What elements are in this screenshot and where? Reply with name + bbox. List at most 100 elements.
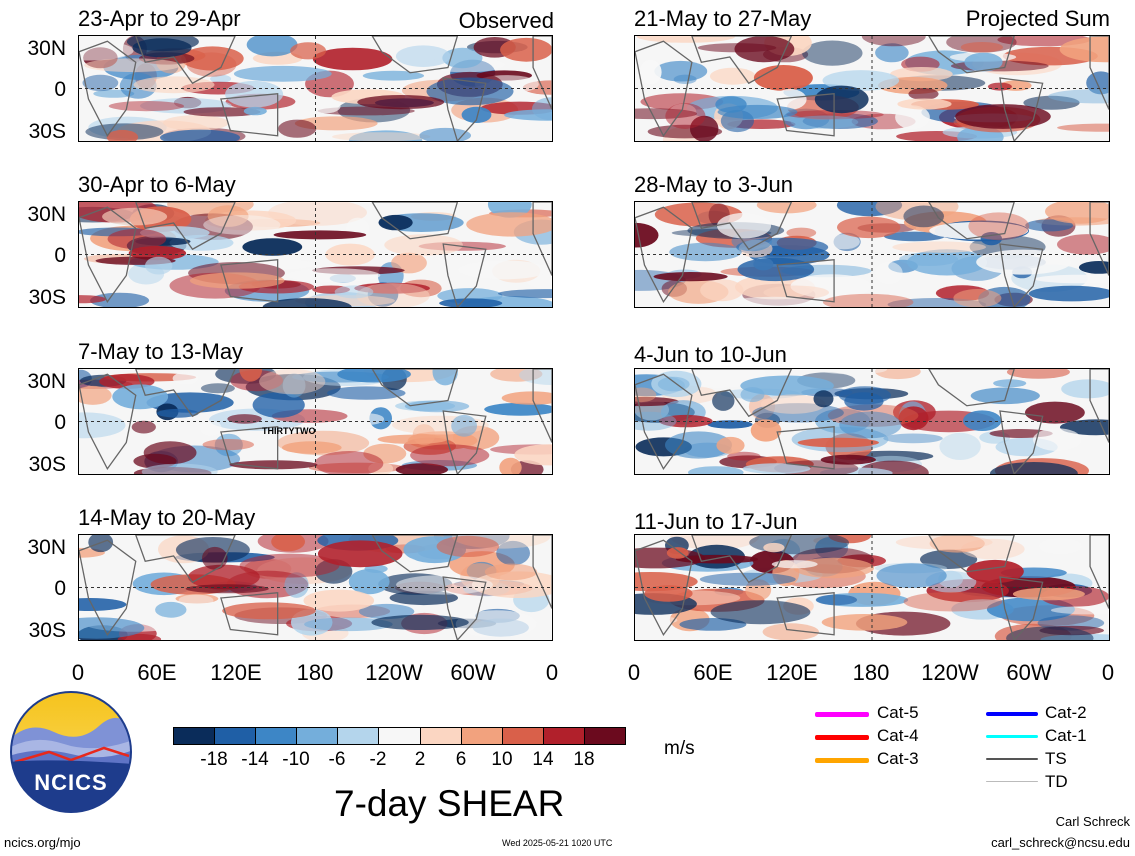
shear-blob (271, 535, 305, 552)
shear-blob (466, 212, 552, 237)
shear-blob (188, 564, 260, 590)
coastline (220, 592, 279, 636)
shear-blob (1038, 537, 1082, 555)
coastline (691, 36, 793, 85)
shear-blob (895, 105, 930, 130)
shear-blob (484, 563, 538, 581)
colorbar-swatch (256, 728, 298, 744)
shear-blob (636, 36, 736, 43)
shear-blob (929, 221, 1029, 240)
ncics-logo: NCICS (9, 690, 133, 814)
shear-blob (504, 109, 552, 121)
lat-label: 30N (27, 203, 66, 226)
legend-swatch-cat2 (986, 712, 1038, 716)
shear-blob (419, 127, 471, 141)
coastline (1089, 369, 1109, 443)
shear-blob (273, 230, 367, 240)
coastline (1089, 202, 1109, 276)
footer-timestamp: Wed 2025-05-21 1020 UTC (502, 838, 613, 848)
logo-text: NCICS (34, 770, 108, 795)
colorbar-label: -18 (200, 749, 228, 770)
shear-blob (229, 460, 318, 470)
coastline (135, 369, 236, 418)
shear-blob (1057, 123, 1109, 132)
shear-blob (312, 47, 393, 71)
legend-swatch-cat3 (815, 758, 869, 763)
shear-blob (243, 106, 267, 116)
footer-email[interactable]: carl_schreck@ncsu.edu (991, 835, 1130, 850)
shear-blob (1034, 274, 1109, 284)
shear-blob (108, 101, 184, 112)
coastline (999, 243, 1044, 307)
shear-blob (286, 268, 381, 283)
shear-blob (797, 437, 879, 448)
shear-blob (348, 130, 423, 141)
footer-author: Carl Schreck (1055, 814, 1130, 829)
shear-blob (639, 59, 662, 85)
lon-label: 180 (852, 660, 890, 685)
colorbar-label: 14 (532, 749, 554, 770)
shear-blob (499, 457, 522, 474)
shear-blob (432, 369, 458, 386)
lat-label: 30S (28, 286, 66, 309)
legend-swatch-cat5 (815, 712, 869, 717)
shear-blob (79, 295, 107, 304)
shear-blob (132, 38, 192, 58)
legend-label-cat2: Cat-2 (1045, 703, 1087, 722)
shear-blob (284, 572, 309, 598)
shear-blob (143, 441, 197, 465)
footer-url[interactable]: ncics.org/mjo (4, 835, 81, 850)
shear-blob (654, 60, 708, 82)
coastline (928, 202, 1015, 240)
coastline (776, 592, 835, 636)
coastline (776, 259, 835, 303)
shear-blob (362, 70, 424, 81)
shear-blob (391, 252, 427, 274)
coastline (691, 535, 793, 584)
colorbar-swatch (502, 728, 544, 744)
shear-map (634, 35, 1110, 142)
shear-blob (332, 132, 431, 141)
shear-blob (384, 234, 463, 256)
shear-blob (669, 242, 742, 262)
shear-blob (358, 603, 415, 620)
main-title: 7-day SHEAR (334, 783, 565, 824)
lon-label: 120E (766, 660, 818, 685)
shear-field (79, 535, 552, 640)
shear-map (634, 368, 1110, 475)
coastline (371, 202, 459, 240)
shear-blob (160, 129, 240, 141)
shear-map (634, 534, 1110, 641)
shear-blob (1078, 261, 1109, 274)
shear-blob (259, 369, 326, 395)
coastline (635, 539, 693, 636)
coastline (999, 410, 1044, 474)
shear-blob (727, 451, 761, 461)
shear-blob (334, 285, 374, 299)
shear-blob (1057, 234, 1109, 255)
shear-blob (106, 129, 139, 141)
shear-blob (377, 434, 448, 444)
shear-blob (185, 584, 269, 594)
coastline (220, 426, 279, 470)
lat-label: 30N (27, 37, 66, 60)
panel-title: 11-Jun to 17-Jun (634, 509, 798, 534)
colorbar-label: 6 (455, 749, 467, 770)
shear-blob (712, 390, 735, 411)
shear-blob (163, 115, 229, 131)
shear-blob (303, 589, 375, 612)
shear-blob (1012, 587, 1085, 601)
shear-blob (79, 385, 112, 405)
shear-blob (378, 214, 413, 231)
shear-blob (819, 467, 893, 474)
coastline (928, 36, 1015, 74)
shear-blob (895, 535, 993, 550)
shear-field (635, 36, 1109, 141)
lon-label: 0 (1101, 660, 1115, 685)
coastline (135, 36, 236, 85)
coastline (635, 40, 693, 137)
legend-label-cat5: Cat-5 (877, 703, 919, 722)
shear-blob (756, 202, 817, 214)
shear-blob (426, 77, 514, 106)
coastline (442, 576, 487, 640)
